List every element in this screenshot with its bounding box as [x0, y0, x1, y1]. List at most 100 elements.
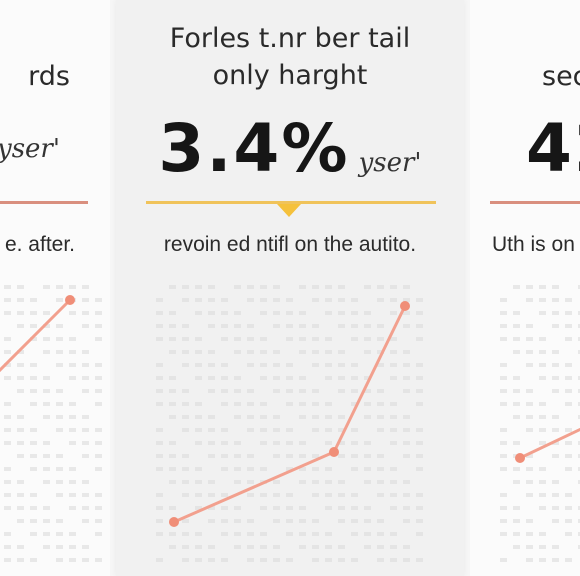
texture-dot	[539, 428, 546, 432]
texture-dot	[552, 376, 559, 380]
texture-dot	[234, 402, 241, 406]
texture-dot	[208, 441, 215, 445]
center-sparkline-point	[400, 301, 410, 311]
texture-dot	[247, 350, 254, 354]
texture-dot	[208, 493, 215, 497]
texture-dot	[325, 363, 332, 367]
texture-dot	[513, 285, 520, 289]
texture-dot	[195, 493, 202, 497]
texture-dot	[299, 545, 306, 549]
panel-center-description: revoin ed ntifl on the autito.	[163, 233, 417, 256]
texture-dot	[390, 558, 397, 562]
texture-dot	[416, 532, 423, 536]
texture-dot	[208, 558, 215, 562]
texture-dot	[390, 441, 397, 445]
texture-dot	[500, 298, 507, 302]
texture-dot	[247, 324, 254, 328]
texture-dot	[69, 467, 76, 471]
texture-dot	[526, 415, 533, 419]
texture-dot	[500, 402, 507, 406]
texture-dot	[364, 506, 371, 510]
texture-dot	[312, 285, 319, 289]
texture-dot	[95, 363, 102, 367]
texture-dot	[552, 298, 559, 302]
texture-dot	[69, 376, 76, 380]
texture-dot	[17, 311, 24, 315]
texture-dot	[30, 428, 37, 432]
texture-dot	[30, 376, 37, 380]
texture-dot	[156, 363, 163, 367]
right-sparkline-point	[515, 453, 525, 463]
texture-dot	[299, 454, 306, 458]
texture-dot	[82, 480, 89, 484]
texture-dot	[182, 350, 189, 354]
texture-dot	[364, 415, 371, 419]
texture-dot	[325, 558, 332, 562]
texture-dot	[30, 441, 37, 445]
texture-dot	[182, 545, 189, 549]
texture-dot	[565, 506, 572, 510]
texture-dot	[351, 532, 358, 536]
panel-left: rds yser' e. after.	[0, 0, 110, 576]
texture-dot	[552, 493, 559, 497]
texture-dot	[82, 285, 89, 289]
texture-dot	[56, 285, 63, 289]
texture-dot	[565, 311, 572, 315]
panel-right: sec 42 Uth is on	[470, 0, 580, 576]
texture-dot	[513, 350, 520, 354]
texture-dot	[299, 519, 306, 523]
texture-dot	[221, 467, 228, 471]
texture-dot	[195, 558, 202, 562]
texture-dot	[30, 363, 37, 367]
texture-dot	[416, 337, 423, 341]
texture-dot	[312, 467, 319, 471]
texture-dot	[95, 376, 102, 380]
texture-dot	[247, 545, 254, 549]
texture-dot	[351, 389, 358, 393]
texture-dot	[260, 363, 267, 367]
texture-dot	[526, 285, 533, 289]
texture-dot	[69, 415, 76, 419]
texture-dot	[260, 376, 267, 380]
texture-dot	[169, 441, 176, 445]
texture-dot	[82, 454, 89, 458]
texture-dot	[286, 493, 293, 497]
texture-dot	[351, 324, 358, 328]
texture-dot	[169, 324, 176, 328]
texture-dot	[351, 454, 358, 458]
texture-dot	[578, 376, 580, 380]
texture-dot	[208, 519, 215, 523]
texture-dot	[377, 402, 384, 406]
texture-dot	[351, 337, 358, 341]
texture-dot	[299, 311, 306, 315]
texture-dot	[208, 363, 215, 367]
texture-dot	[95, 428, 102, 432]
texture-dot	[17, 285, 24, 289]
texture-dot	[286, 402, 293, 406]
texture-dot	[377, 415, 384, 419]
texture-dot	[539, 532, 546, 536]
texture-dot	[156, 558, 163, 562]
texture-dot	[377, 363, 384, 367]
texture-dot	[208, 285, 215, 289]
panel-left-unit: yser'	[0, 134, 60, 164]
texture-dot	[208, 415, 215, 419]
texture-dot	[325, 428, 332, 432]
texture-dot	[299, 376, 306, 380]
texture-dot	[260, 558, 267, 562]
texture-dot	[43, 376, 50, 380]
texture-dot	[565, 441, 572, 445]
texture-dot	[552, 415, 559, 419]
texture-dot	[299, 415, 306, 419]
texture-dot	[247, 480, 254, 484]
texture-dot	[43, 389, 50, 393]
texture-dot	[182, 285, 189, 289]
texture-dot	[513, 376, 520, 380]
texture-dot	[312, 519, 319, 523]
texture-dot	[273, 454, 280, 458]
texture-dot	[4, 428, 11, 432]
texture-dot	[30, 454, 37, 458]
texture-dot	[208, 389, 215, 393]
texture-dot	[43, 480, 50, 484]
texture-dot	[312, 337, 319, 341]
